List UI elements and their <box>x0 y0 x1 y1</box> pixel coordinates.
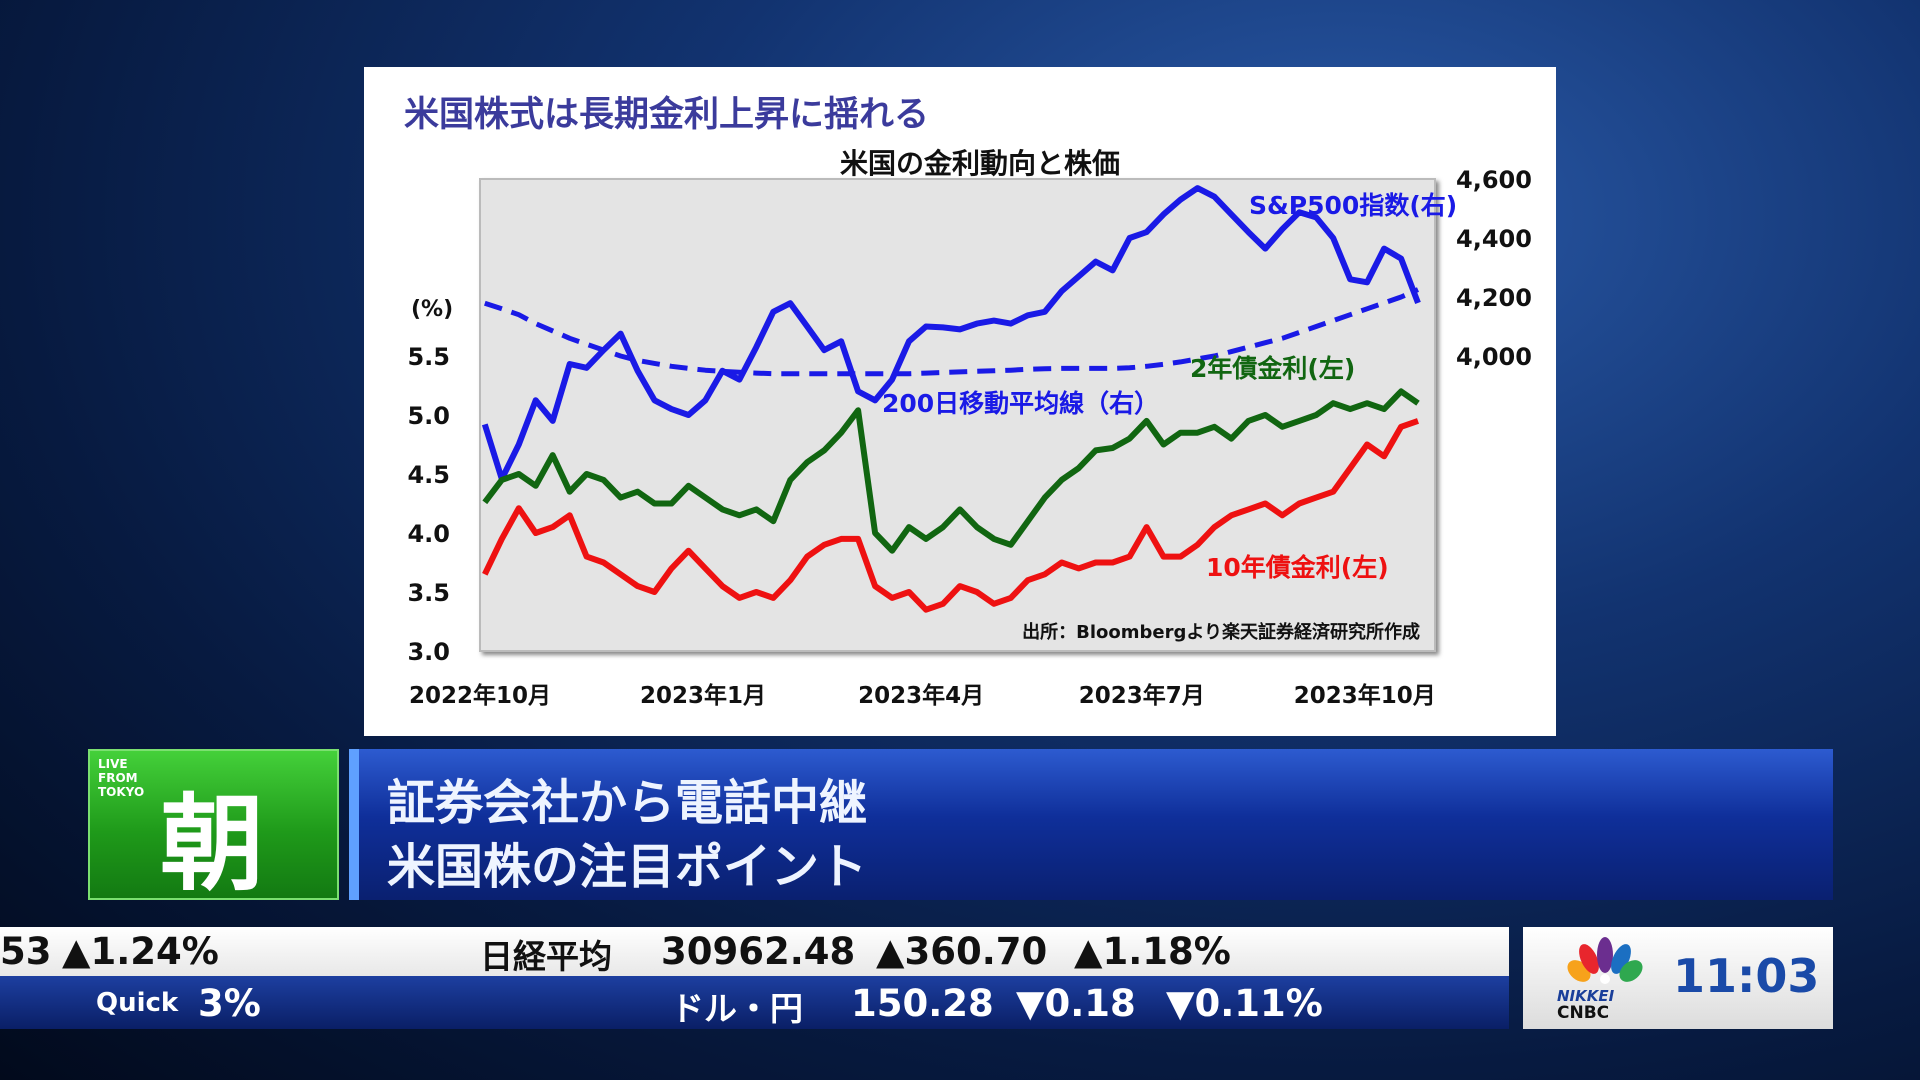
ticker-partial-change: ▲1.24% <box>62 930 219 973</box>
headline-banner: 証券会社から電話中継 米国株の注目ポイント <box>349 749 1833 900</box>
ticker-usdjpy-name: ドル・円 <box>671 989 803 1028</box>
left-tick-label: 4.0 <box>407 520 450 548</box>
ticker-usdjpy-change: ▼0.18 <box>1016 982 1136 1025</box>
clock-box: NIKKEI CNBC 11:03 <box>1523 927 1833 1029</box>
left-tick-label: 3.5 <box>407 579 450 607</box>
ticker-quick-value: 3% <box>198 982 261 1025</box>
series-line-3 <box>482 418 1419 613</box>
ticker-nikkei-value: 30962.48 <box>661 930 856 973</box>
left-axis-label: (%) <box>411 297 453 322</box>
ticker-usdjpy-change-pct: ▼0.11% <box>1166 982 1323 1025</box>
ticker-partial-value: 53 <box>0 930 52 973</box>
live-from-tokyo-label: LIVE FROM TOKYO <box>98 757 145 799</box>
chart-title: 米国の金利動向と株価 <box>839 147 1120 180</box>
right-tick-label: 4,000 <box>1456 343 1532 371</box>
series-line-0 <box>481 185 1421 482</box>
ticker-nikkei-change-pct: ▲1.18% <box>1074 930 1231 973</box>
legend-10y: 10年債金利(左) <box>1206 553 1389 582</box>
ticker-bottom-row: Quick 3% ドル・円 150.28 ▼0.18 ▼0.11% <box>0 976 1509 1029</box>
plot-area <box>479 178 1436 652</box>
headline-line2: 米国株の注目ポイント <box>387 839 868 895</box>
right-tick-label: 4,400 <box>1456 225 1532 253</box>
right-tick-label: 4,600 <box>1456 166 1532 194</box>
program-name: 朝 <box>160 783 265 905</box>
left-tick-label: 4.5 <box>407 461 450 489</box>
x-tick-label: 2023年4月 <box>858 682 984 709</box>
ticker-nikkei-change: ▲360.70 <box>876 930 1048 973</box>
source-note: 出所：Bloombergより楽天証券経済研究所作成 <box>1022 621 1420 643</box>
program-badge: LIVE FROM TOKYO 朝 <box>88 749 339 905</box>
x-tick-label: 2023年7月 <box>1079 682 1205 709</box>
left-tick-label: 3.0 <box>407 638 450 666</box>
legend-2y: 2年債金利(左) <box>1190 354 1355 383</box>
logo-nikkei: NIKKEI <box>1557 987 1615 1005</box>
series-line-1 <box>484 287 1420 377</box>
left-tick-label: 5.0 <box>407 402 450 430</box>
ticker-top-row: 53 ▲1.24% 日経平均 30962.48 ▲360.70 ▲1.18% <box>0 927 1509 976</box>
right-tick-label: 4,200 <box>1456 284 1532 312</box>
legend-200ma: 200日移動平均線（右） <box>882 389 1159 418</box>
clock-time: 11:03 <box>1673 949 1820 1003</box>
x-tick-label: 2023年10月 <box>1294 682 1436 709</box>
ticker-nikkei-name: 日経平均 <box>480 937 612 976</box>
slide-title: 米国株式は長期金利上昇に揺れる <box>404 95 930 135</box>
headline-line1: 証券会社から電話中継 <box>387 775 868 831</box>
logo-cnbc: CNBC <box>1557 1003 1610 1023</box>
x-tick-label: 2023年1月 <box>640 682 766 709</box>
line-chart: 3.0 3.5 4.0 4.5 5.0 5.5 4,000 4,200 4,400 4,600 20… <box>407 166 1532 709</box>
x-tick-label: 2022年10月 <box>409 682 551 709</box>
ticker-usdjpy-value: 150.28 <box>851 982 994 1025</box>
legend-sp500: S&P500指数(右) <box>1249 191 1457 220</box>
ticker-quick-label: Quick <box>96 988 179 1018</box>
nbc-peacock-logo-icon <box>1567 937 1643 984</box>
series-line-2 <box>482 388 1420 554</box>
left-tick-label: 5.5 <box>407 343 450 371</box>
